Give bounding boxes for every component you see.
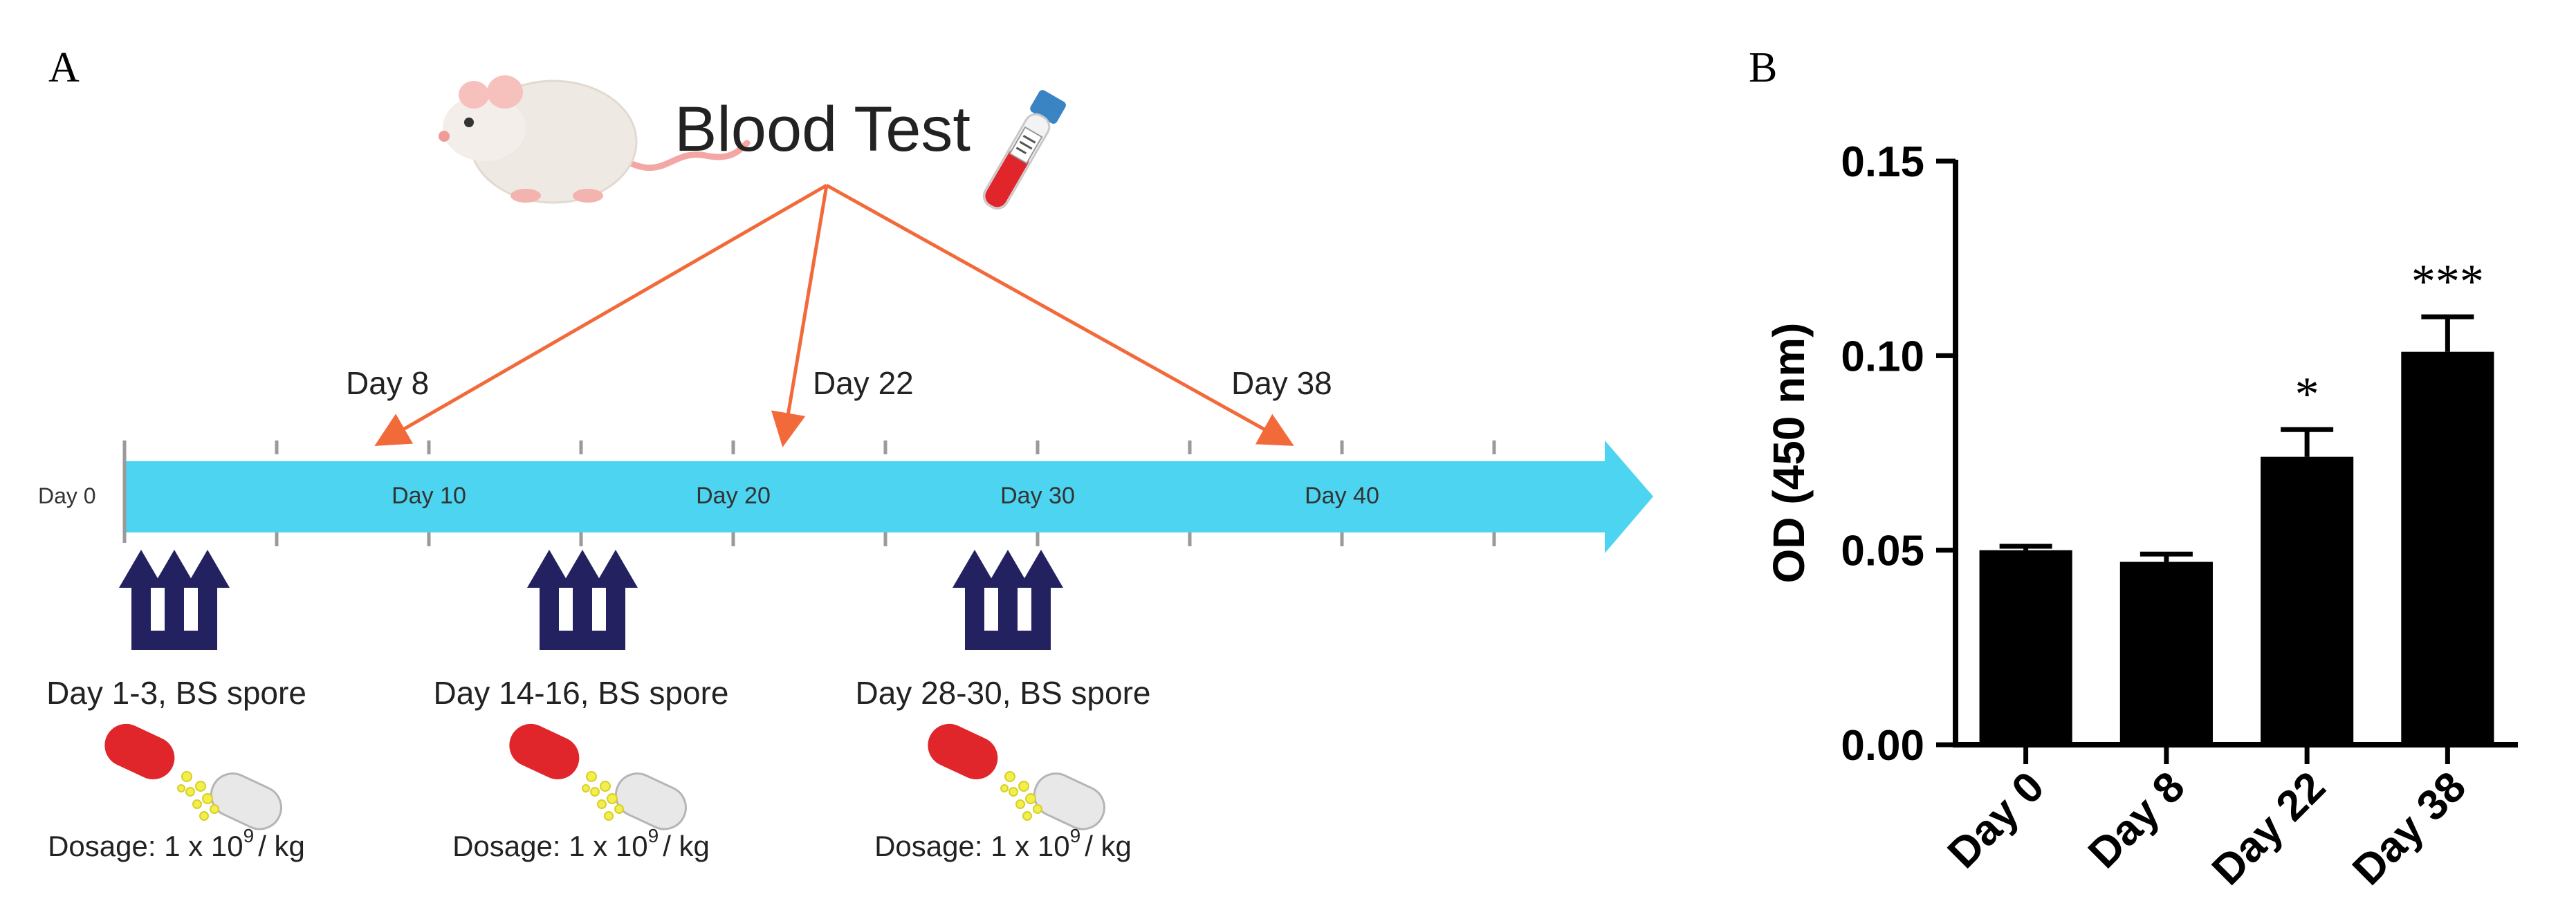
test-arrows (374, 183, 1294, 447)
timeline-tick-day-10: Day 10 (392, 483, 466, 509)
bar (2119, 561, 2213, 745)
dose-arrows (119, 550, 1063, 650)
dose-arrow-group-3 (953, 550, 1063, 650)
bar (1979, 550, 2072, 745)
test-day-label-3: Day 38 (1231, 365, 1332, 401)
test-arrow-day-22 (771, 185, 829, 447)
timeline-arrow (125, 440, 1653, 553)
test-arrow-day-38 (825, 183, 1294, 446)
y-tick-label: 0.05 (1841, 528, 1924, 575)
timeline-ticks (122, 440, 1496, 546)
dosage-text-1: Dosage: 1 x 109/ kg (48, 825, 305, 862)
y-tick-label: 0.10 (1841, 333, 1924, 380)
y-axis-label: OD (450 nm) (1764, 323, 1814, 584)
timeline-tick-day-30: Day 30 (1000, 483, 1075, 509)
dose-label-2: Day 14-16, BS spore (433, 675, 728, 711)
significance-marker: * (2295, 368, 2319, 421)
timeline-tick-day-0: Day 0 (38, 483, 96, 508)
blood-test-title: Blood Test (674, 94, 970, 165)
x-tick-label: Day 8 (2079, 763, 2194, 878)
test-day-label-1: Day 8 (346, 365, 429, 401)
test-day-label-2: Day 22 (813, 365, 914, 401)
x-tick-label: Day 22 (2203, 763, 2335, 894)
mouse-icon (439, 75, 751, 204)
dosage-text-3: Dosage: 1 x 109/ kg (874, 825, 1132, 862)
dose-arrow-group-2 (527, 550, 638, 650)
dose-label-3: Day 28-30, BS spore (855, 675, 1150, 711)
x-tick-label: Day 0 (1939, 763, 2054, 878)
dose-arrow-group-1 (119, 550, 230, 650)
timeline: Day 0 Day 10 Day 20 Day 30 Day 40 (38, 440, 1653, 553)
panel-a: A Blood Test (38, 44, 1653, 862)
capsule-icon (509, 723, 687, 830)
x-tick-label: Day 38 (2344, 763, 2475, 894)
panel-a-label: A (48, 44, 80, 91)
blood-tube-icon (982, 90, 1066, 210)
timeline-tick-day-20: Day 20 (696, 483, 771, 509)
dose-label-1: Day 1-3, BS spore (46, 675, 306, 711)
y-tick-label: 0.15 (1841, 138, 1924, 186)
y-tick-label: 0.00 (1841, 722, 1924, 770)
test-arrow-day-8 (374, 183, 828, 446)
capsule-icon (104, 723, 282, 830)
panel-b-label: B (1749, 44, 1777, 91)
timeline-tick-day-40: Day 40 (1305, 483, 1379, 509)
capsule-icon (928, 723, 1105, 830)
bar (2401, 351, 2494, 745)
bar (2261, 456, 2354, 745)
significance-marker: *** (2411, 255, 2484, 308)
dosage-text-2: Dosage: 1 x 109/ kg (452, 825, 710, 862)
